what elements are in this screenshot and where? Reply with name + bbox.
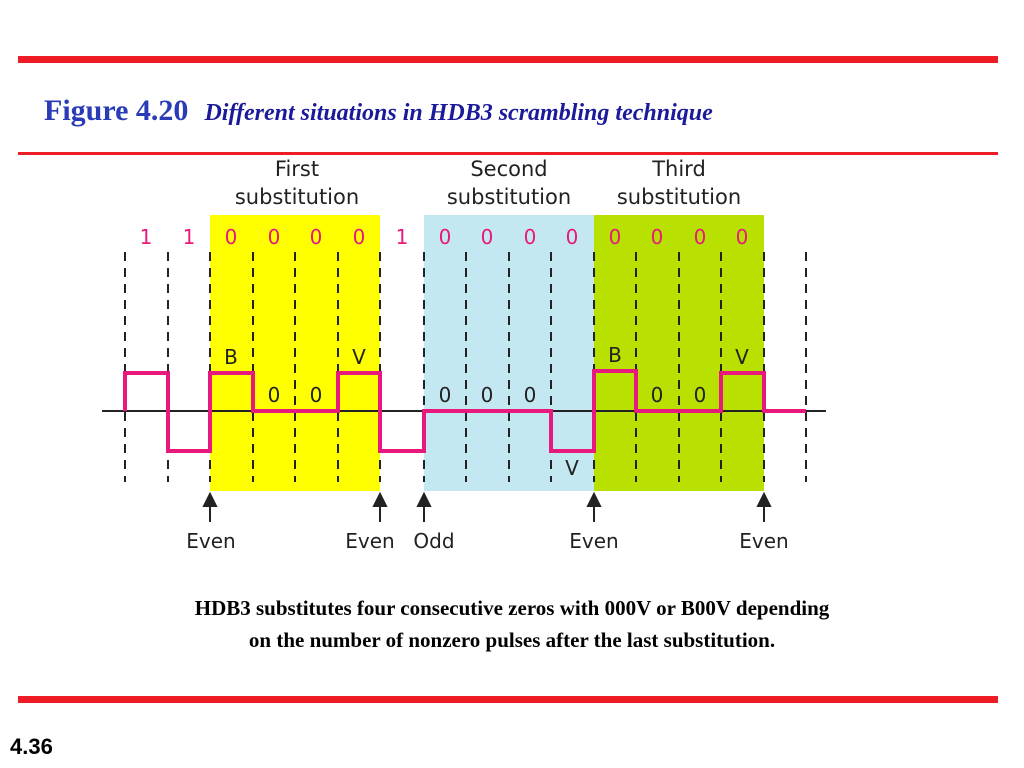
figure-title: Figure 4.20 Different situations in HDB3… bbox=[44, 94, 713, 128]
pulse-label-bipolar: B bbox=[608, 343, 622, 367]
bit-label: 0 bbox=[736, 225, 749, 249]
parity-label: Odd bbox=[413, 529, 454, 553]
pulse-label-violation: V bbox=[565, 456, 579, 480]
bit-label: 0 bbox=[439, 225, 452, 249]
hdb3-signal bbox=[123, 369, 806, 453]
bit-label: 0 bbox=[609, 225, 622, 249]
region-first-title-line2: substitution bbox=[235, 185, 359, 209]
explanation-line-2: on the number of nonzero pulses after th… bbox=[248, 628, 776, 652]
figure-number: Figure 4.20 bbox=[44, 94, 189, 127]
parity-arrow-icon bbox=[202, 491, 218, 522]
pulse-label-violation: V bbox=[352, 345, 366, 369]
title-underline-rule bbox=[18, 152, 998, 155]
region-second-title-line1: Second bbox=[470, 157, 547, 181]
bit-label: 0 bbox=[225, 225, 238, 249]
bit-label: 0 bbox=[353, 225, 366, 249]
pulse-label-violation: V bbox=[735, 345, 749, 369]
bit-label: 0 bbox=[481, 225, 494, 249]
pulse-label-bipolar: B bbox=[224, 345, 238, 369]
bit-label: 1 bbox=[396, 225, 409, 249]
region-first-title-line1: First bbox=[275, 157, 319, 181]
parity-arrow-icon bbox=[416, 491, 432, 522]
pulse-label-zero: 0 bbox=[310, 383, 323, 407]
figure-caption: Different situations in HDB3 scrambling … bbox=[204, 100, 713, 126]
region-third-title-line1: Third bbox=[651, 157, 706, 181]
bit-label: 1 bbox=[140, 225, 153, 249]
pulse-label-zero: 0 bbox=[694, 383, 707, 407]
bit-label: 0 bbox=[268, 225, 281, 249]
parity-label: Even bbox=[186, 529, 235, 553]
bottom-red-rule bbox=[18, 696, 998, 703]
parity-label: Even bbox=[569, 529, 618, 553]
bit-label: 0 bbox=[694, 225, 707, 249]
bit-label: 0 bbox=[310, 225, 323, 249]
pulse-label-zero: 0 bbox=[481, 383, 494, 407]
parity-label: Even bbox=[345, 529, 394, 553]
slide-number: 4.36 bbox=[10, 734, 53, 759]
region-third-title-line2: substitution bbox=[617, 185, 741, 209]
parity-arrow-icon bbox=[372, 491, 388, 522]
parity-arrow-icon bbox=[586, 491, 602, 522]
bit-boundaries bbox=[124, 252, 807, 482]
bit-label: 1 bbox=[183, 225, 196, 249]
region-second-title-line2: substitution bbox=[447, 185, 571, 209]
bit-label: 0 bbox=[524, 225, 537, 249]
bit-label: 0 bbox=[651, 225, 664, 249]
pulse-label-zero: 0 bbox=[439, 383, 452, 407]
pulse-label-zero: 0 bbox=[268, 383, 281, 407]
pulse-label-zero: 0 bbox=[651, 383, 664, 407]
pulse-label-zero: 0 bbox=[524, 383, 537, 407]
parity-label: Even bbox=[739, 529, 788, 553]
explanation-line-1: HDB3 substitutes four consecutive zeros … bbox=[194, 596, 830, 620]
top-red-rule bbox=[18, 56, 998, 63]
bit-label: 0 bbox=[566, 225, 579, 249]
parity-arrow-icon bbox=[756, 491, 772, 522]
